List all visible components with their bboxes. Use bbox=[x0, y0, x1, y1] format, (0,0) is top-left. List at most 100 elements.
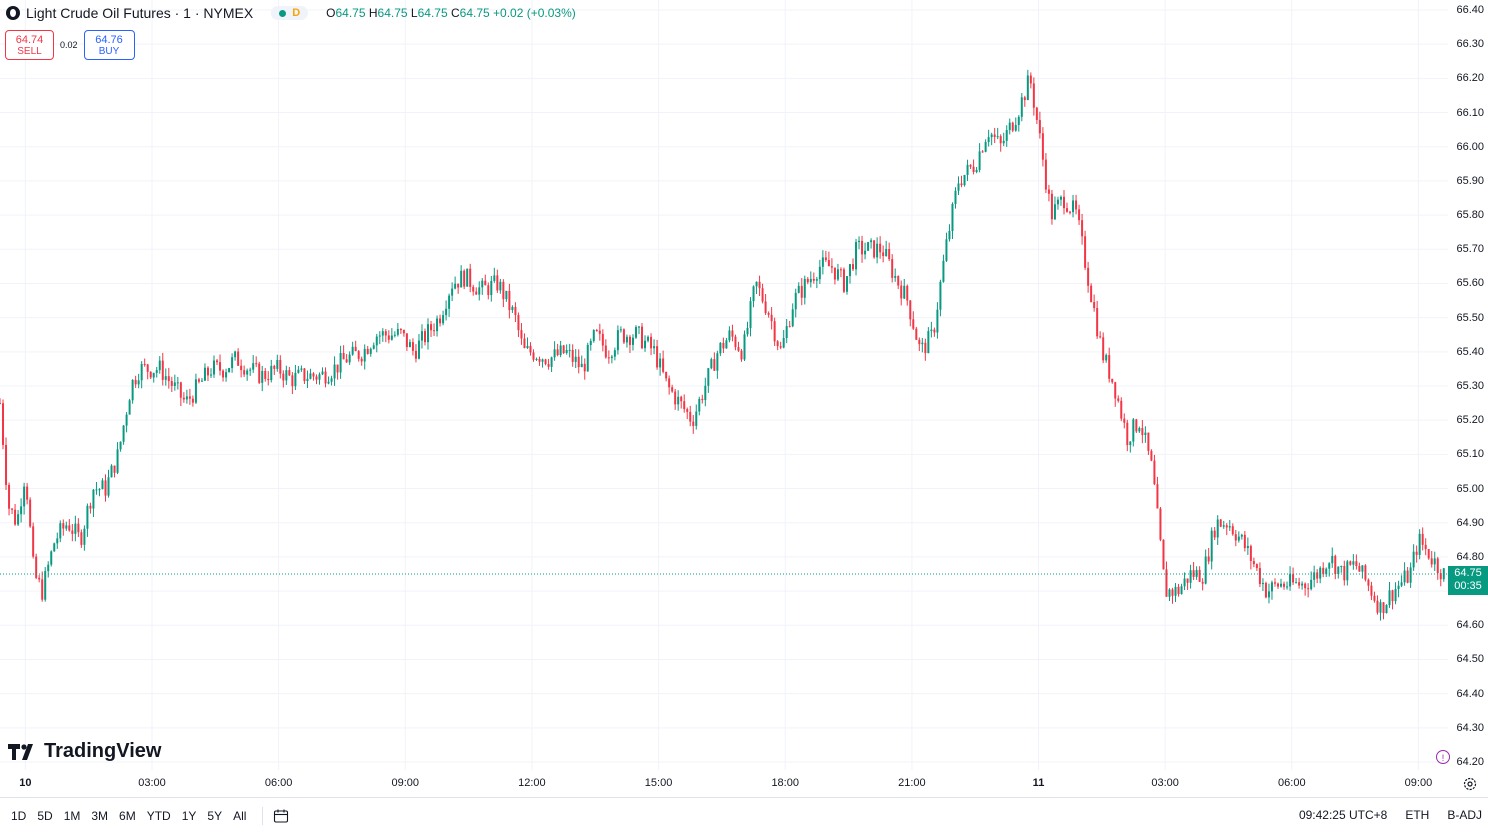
candle-body bbox=[315, 376, 318, 380]
candle-body bbox=[1331, 555, 1334, 564]
candle-body bbox=[861, 240, 864, 255]
range-button-1y[interactable]: 1Y bbox=[181, 809, 197, 823]
candle-body bbox=[743, 334, 746, 360]
candle-body bbox=[101, 480, 104, 490]
candle-body bbox=[53, 543, 56, 552]
x-tick-label: 09:00 bbox=[391, 777, 420, 789]
candle-body bbox=[927, 331, 930, 354]
y-tick-label: 65.80 bbox=[1456, 209, 1484, 222]
candle-body bbox=[1002, 140, 1005, 144]
candle-body bbox=[98, 489, 101, 491]
candle-body bbox=[1213, 530, 1216, 538]
candle-body bbox=[71, 530, 74, 534]
candle-body bbox=[384, 331, 387, 336]
market-status-badge[interactable]: D bbox=[271, 6, 309, 20]
candle-body bbox=[1231, 526, 1234, 535]
candle-body bbox=[592, 330, 595, 341]
spread-value: 0.02 bbox=[60, 40, 78, 50]
range-button-3m[interactable]: 3M bbox=[91, 809, 109, 823]
price-chart[interactable] bbox=[0, 0, 1448, 770]
candle-body bbox=[146, 364, 149, 372]
candle-body bbox=[749, 301, 752, 328]
candle-body bbox=[1436, 558, 1439, 574]
candle-body bbox=[788, 326, 791, 328]
candle-body bbox=[11, 508, 14, 510]
session-toggle[interactable]: ETH bbox=[1405, 808, 1430, 822]
candle-body bbox=[1066, 208, 1069, 212]
candle-body bbox=[294, 372, 297, 387]
toolbar-divider bbox=[262, 807, 264, 825]
price-axis[interactable]: 66.40 66.30 66.20 66.10 66.00 65.90 65.80 65.70… bbox=[1448, 0, 1488, 770]
calendar-range-icon[interactable] bbox=[273, 808, 289, 824]
range-button-6m[interactable]: 6M bbox=[119, 809, 136, 823]
x-tick-label: 03:00 bbox=[1151, 777, 1179, 789]
candle-body bbox=[318, 374, 321, 380]
candle-body bbox=[761, 288, 764, 302]
x-tick-label: 06:00 bbox=[1278, 777, 1306, 789]
candle-body bbox=[399, 328, 402, 331]
range-button-1m[interactable]: 1M bbox=[63, 809, 81, 823]
candle-body bbox=[1322, 567, 1325, 575]
candle-body bbox=[68, 525, 71, 531]
candle-body bbox=[185, 396, 188, 400]
range-button-ytd[interactable]: YTD bbox=[146, 809, 171, 823]
candle-body bbox=[1026, 75, 1029, 101]
candle-body bbox=[1207, 556, 1210, 562]
candle-body bbox=[481, 280, 484, 288]
range-button-1d[interactable]: 1D bbox=[11, 809, 27, 823]
candle-body bbox=[1216, 519, 1219, 538]
candle-body bbox=[972, 166, 975, 173]
tradingview-logo[interactable]: TradingView bbox=[8, 740, 161, 763]
candle-body bbox=[20, 506, 23, 515]
candle-body bbox=[568, 349, 571, 351]
candle-body bbox=[601, 333, 604, 346]
candle-body bbox=[538, 358, 541, 362]
candle-body bbox=[369, 348, 372, 354]
range-button-5y[interactable]: 5Y bbox=[207, 809, 223, 823]
candle-body bbox=[1376, 600, 1379, 613]
candle-body bbox=[1325, 568, 1328, 575]
adjustment-toggle[interactable]: B-ADJ bbox=[1447, 808, 1482, 822]
candle-body bbox=[1129, 441, 1132, 446]
candle-body bbox=[113, 465, 116, 473]
candle-body bbox=[1177, 586, 1180, 595]
candle-body bbox=[255, 363, 258, 365]
candle-body bbox=[191, 398, 194, 403]
candle-body bbox=[701, 398, 704, 401]
gear-icon[interactable] bbox=[1462, 776, 1478, 792]
candle-body bbox=[411, 342, 414, 351]
candle-body bbox=[1078, 209, 1081, 221]
candle-body bbox=[408, 342, 411, 348]
candle-body bbox=[900, 285, 903, 299]
candle-body bbox=[158, 360, 161, 371]
candle-body bbox=[330, 378, 333, 382]
candle-body bbox=[128, 400, 131, 415]
sell-button[interactable]: 64.74 SELL bbox=[5, 30, 54, 60]
candle-body bbox=[806, 278, 809, 283]
candle-body bbox=[119, 441, 122, 450]
range-button-5d[interactable]: 5D bbox=[37, 809, 53, 823]
candle-body bbox=[451, 288, 454, 296]
candle-body bbox=[999, 136, 1002, 144]
candle-body bbox=[689, 411, 692, 422]
candle-body bbox=[963, 174, 966, 186]
candle-body bbox=[1062, 196, 1065, 209]
candle-body bbox=[1370, 585, 1373, 596]
candlestick-plot[interactable] bbox=[0, 0, 1448, 770]
range-button-all[interactable]: All bbox=[233, 809, 247, 823]
buy-button[interactable]: 64.76 BUY bbox=[83, 30, 135, 60]
alert-clock-icon[interactable]: ! bbox=[1436, 750, 1450, 764]
candle-body bbox=[680, 396, 683, 402]
candle-body bbox=[80, 532, 83, 545]
symbol-title[interactable]: Light Crude Oil Futures · 1 · NYMEX bbox=[26, 5, 254, 21]
candle-body bbox=[496, 275, 499, 291]
time-axis[interactable]: 10 03:00 06:00 09:00 12:00 15:00 18:00 21:00 11 0… bbox=[0, 770, 1448, 797]
candle-body bbox=[650, 336, 653, 349]
candle-body bbox=[755, 281, 758, 287]
candle-body bbox=[1388, 590, 1391, 606]
candle-body bbox=[978, 151, 981, 170]
clock-timezone[interactable]: 09:42:25 UTC+8 bbox=[1298, 808, 1388, 822]
candle-body bbox=[936, 309, 939, 333]
y-tick-label: 64.90 bbox=[1456, 516, 1484, 529]
candle-body bbox=[1439, 573, 1442, 580]
